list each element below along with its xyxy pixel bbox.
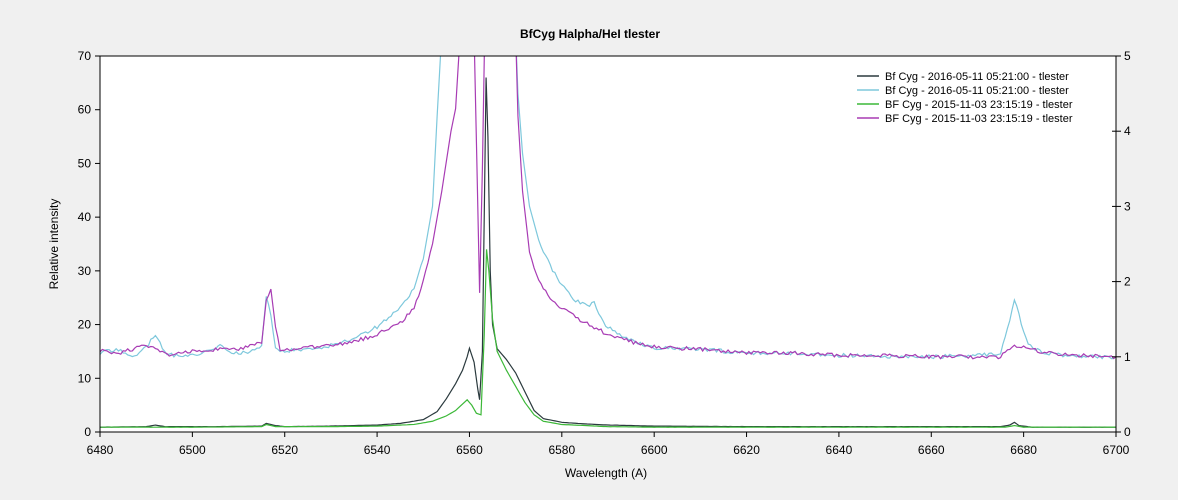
y2-tick-label: 4	[1124, 124, 1131, 138]
legend-entry: Bf Cyg - 2016-05-11 05:21:00 - tlester	[885, 85, 1069, 97]
legend-entry: BF Cyg - 2015-11-03 23:15:19 - tlester	[885, 99, 1073, 111]
y-tick-label: 60	[78, 103, 92, 117]
chart-title: BfCyg Halpha/HeI tlester	[520, 27, 660, 41]
x-tick-label: 6480	[87, 443, 114, 457]
y-axis-label: Relative intensity	[47, 199, 61, 290]
y2-tick-label: 3	[1124, 199, 1131, 213]
x-tick-label: 6520	[271, 443, 298, 457]
x-tick-label: 6500	[179, 443, 206, 457]
x-tick-label: 6580	[548, 443, 575, 457]
x-tick-label: 6660	[918, 443, 945, 457]
y-tick-label: 20	[78, 318, 92, 332]
y2-tick-label: 5	[1124, 49, 1131, 63]
y-tick-label: 50	[78, 156, 92, 170]
x-tick-label: 6700	[1103, 443, 1130, 457]
series-line-3	[100, 249, 1116, 428]
legend-entry: Bf Cyg - 2016-05-11 05:21:00 - tlester	[885, 71, 1069, 83]
plot-area	[100, 56, 1116, 432]
y-tick-label: 40	[78, 210, 92, 224]
y2-tick-label: 0	[1124, 425, 1131, 439]
x-tick-label: 6560	[456, 443, 483, 457]
x-tick-label: 6540	[364, 443, 391, 457]
series-line-4	[100, 56, 1116, 360]
x-tick-label: 6640	[826, 443, 853, 457]
series-line-2	[100, 56, 1116, 360]
y-tick-label: 10	[78, 371, 92, 385]
y-tick-label: 0	[84, 425, 91, 439]
plot-frame	[99, 55, 1117, 433]
y2-tick-label: 2	[1124, 275, 1131, 289]
y-tick-label: 30	[78, 264, 92, 278]
legend: Bf Cyg - 2016-05-11 05:21:00 - tlester Bf…	[857, 71, 1073, 125]
y2-tick-label: 1	[1124, 350, 1131, 364]
legend-entry: BF Cyg - 2015-11-03 23:15:19 - tlester	[885, 113, 1073, 125]
y-tick-label: 70	[78, 49, 92, 63]
x-axis-label: Wavelength (A)	[565, 466, 647, 480]
x-tick-label: 6620	[733, 443, 760, 457]
x-tick-label: 6680	[1010, 443, 1037, 457]
x-tick-label: 6600	[641, 443, 668, 457]
